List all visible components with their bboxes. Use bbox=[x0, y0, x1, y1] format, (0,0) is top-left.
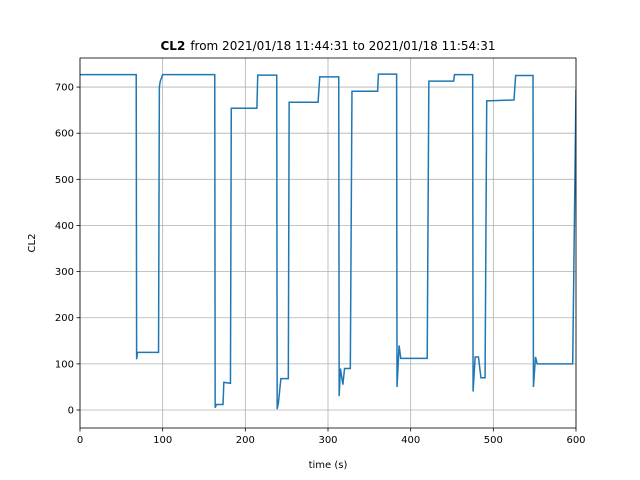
data-line bbox=[80, 73, 576, 410]
y-tick-label: 100 bbox=[55, 359, 74, 370]
y-tick-label: 0 bbox=[68, 406, 74, 417]
x-tick-label: 300 bbox=[318, 435, 337, 446]
y-tick-label: 300 bbox=[55, 267, 74, 278]
x-tick-label: 100 bbox=[153, 435, 172, 446]
plot-frame bbox=[79, 57, 577, 429]
chart-title: CL2 from 2021/01/18 11:44:31 to 2021/01/1… bbox=[161, 39, 496, 53]
y-axis-label: CL2 bbox=[27, 234, 38, 253]
y-tick-label: 200 bbox=[55, 313, 74, 324]
x-axis-label: time (s) bbox=[309, 460, 348, 471]
y-tick-label: 700 bbox=[55, 83, 74, 94]
x-tick-label: 0 bbox=[77, 435, 83, 446]
y-tick-label: 500 bbox=[55, 175, 74, 186]
x-tick-label: 600 bbox=[566, 435, 585, 446]
y-tick-label: 600 bbox=[55, 129, 74, 140]
title-rest: from 2021/01/18 11:44:31 to 2021/01/18 1… bbox=[190, 39, 495, 53]
y-tick-label: 400 bbox=[55, 221, 74, 232]
title-bold: CL2 bbox=[161, 39, 186, 53]
x-tick-label: 400 bbox=[401, 435, 420, 446]
x-tick-label: 500 bbox=[484, 435, 503, 446]
x-tick-label: 200 bbox=[236, 435, 255, 446]
